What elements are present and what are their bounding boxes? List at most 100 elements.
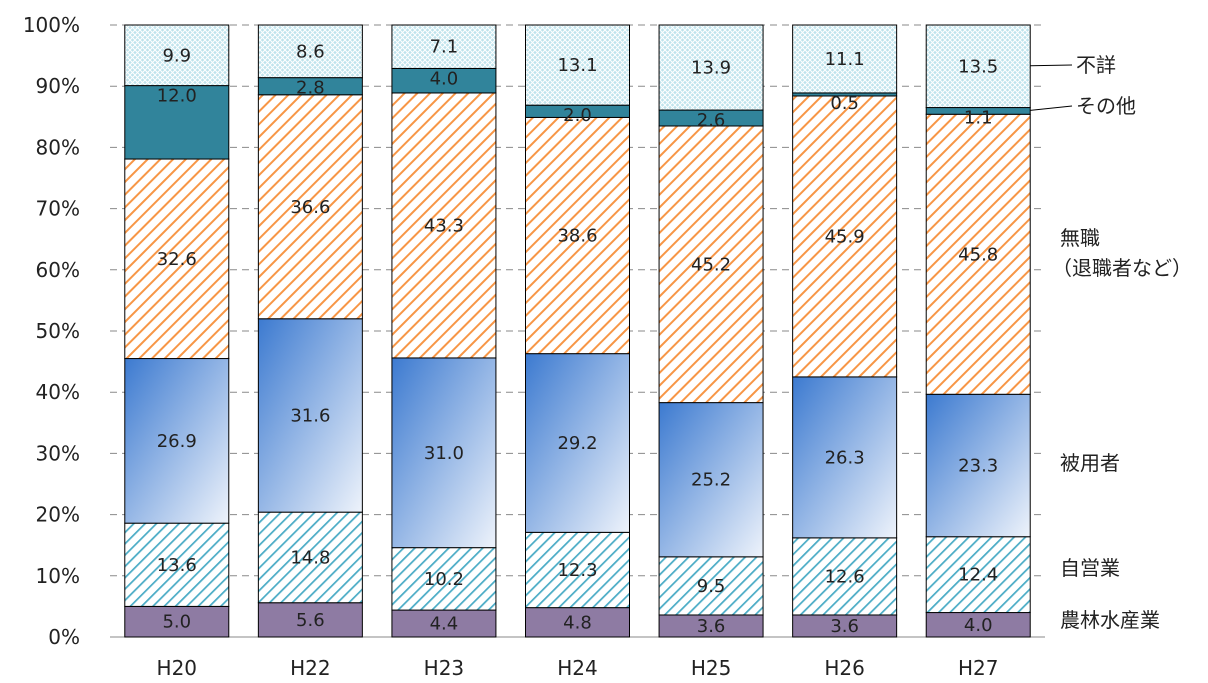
y-tick-label: 70% bbox=[36, 197, 80, 221]
bar-segment bbox=[658, 24, 764, 111]
bar-segment bbox=[658, 402, 764, 558]
data-label: 11.1 bbox=[825, 49, 865, 70]
bar-segment bbox=[925, 113, 1031, 395]
bar-segment bbox=[124, 24, 230, 87]
legend-leader-line bbox=[1030, 105, 1073, 111]
bar-segment bbox=[124, 358, 230, 524]
y-tick-label: 40% bbox=[36, 380, 80, 404]
data-label: 31.0 bbox=[424, 443, 464, 464]
bar-segment bbox=[391, 547, 497, 611]
bar-segment bbox=[124, 158, 230, 360]
y-tick-label: 30% bbox=[36, 441, 80, 465]
bar-segment bbox=[658, 125, 764, 404]
data-label: 4.0 bbox=[430, 68, 459, 89]
bar-segment bbox=[925, 393, 1031, 538]
data-labels: 5.0 13.6 26.9 32.6 12.0 9.9 5.6 14.8 31.6 36.6 2.8… bbox=[157, 37, 999, 637]
data-label: 36.6 bbox=[290, 197, 330, 218]
bar-segment bbox=[124, 85, 230, 160]
legend-label: 農林水産業 bbox=[1060, 608, 1160, 632]
data-label: 3.6 bbox=[830, 616, 859, 637]
bar-segment bbox=[257, 318, 363, 513]
data-label: 0.5 bbox=[830, 93, 859, 114]
data-label: 23.3 bbox=[958, 456, 998, 477]
data-label: 12.3 bbox=[557, 560, 597, 581]
legend-label: 自営業 bbox=[1060, 556, 1120, 580]
data-label: 26.9 bbox=[157, 431, 197, 452]
bar-segment bbox=[257, 24, 363, 79]
bar-segment bbox=[792, 24, 898, 94]
data-label: 26.3 bbox=[825, 447, 865, 468]
bar-segment bbox=[525, 531, 630, 609]
data-label: 12.0 bbox=[157, 86, 197, 107]
data-label: 29.2 bbox=[557, 433, 597, 454]
bar-segment bbox=[925, 536, 1031, 614]
x-tick-label: H20 bbox=[157, 656, 198, 680]
bar-segment bbox=[792, 95, 898, 378]
bars bbox=[124, 24, 1031, 638]
bar-segment bbox=[525, 116, 630, 355]
legend-label: （退職者など） bbox=[1052, 256, 1192, 280]
bar-segment bbox=[925, 24, 1031, 109]
data-label: 1.1 bbox=[964, 108, 993, 129]
data-label: 13.6 bbox=[157, 555, 197, 576]
bar-segment bbox=[525, 607, 630, 638]
data-label: 12.6 bbox=[825, 566, 865, 587]
bar-segment bbox=[257, 94, 363, 320]
bar-segment bbox=[391, 67, 497, 94]
bar-segment bbox=[391, 609, 497, 638]
x-tick-label: H23 bbox=[424, 656, 465, 680]
data-label: 4.8 bbox=[563, 612, 592, 633]
data-label: 45.8 bbox=[958, 244, 998, 265]
y-tick-label: 80% bbox=[36, 135, 80, 159]
data-label: 12.4 bbox=[958, 565, 998, 586]
data-label: 25.2 bbox=[691, 470, 731, 491]
data-label: 8.6 bbox=[296, 41, 325, 62]
data-label: 9.5 bbox=[697, 576, 726, 597]
x-tick-label: H27 bbox=[958, 656, 999, 680]
y-tick-label: 0% bbox=[48, 625, 80, 649]
bar-segment bbox=[391, 92, 497, 359]
bar-segment bbox=[257, 511, 363, 604]
data-label: 32.6 bbox=[157, 249, 197, 270]
legend-leader-line bbox=[1030, 64, 1073, 67]
bar-segment bbox=[391, 24, 497, 69]
bar-segment bbox=[124, 522, 230, 607]
data-label: 13.5 bbox=[958, 56, 998, 77]
data-label: 2.6 bbox=[697, 110, 726, 131]
data-label: 45.2 bbox=[691, 254, 731, 275]
data-label: 10.2 bbox=[424, 569, 464, 590]
data-label: 4.4 bbox=[430, 614, 459, 635]
y-axis: 0% 10% 20% 30% 40% 50% 60% 70% 80% 90% 100% bbox=[23, 13, 80, 649]
data-label: 13.9 bbox=[691, 58, 731, 79]
x-tick-label: H24 bbox=[557, 656, 598, 680]
y-tick-label: 20% bbox=[36, 503, 80, 527]
data-label: 2.8 bbox=[296, 78, 325, 99]
bar-segment bbox=[792, 376, 898, 539]
y-tick-label: 90% bbox=[36, 74, 80, 98]
y-tick-label: 100% bbox=[23, 13, 80, 37]
bar-segment bbox=[925, 612, 1031, 638]
data-label: 5.0 bbox=[162, 612, 191, 633]
data-label: 5.6 bbox=[296, 610, 325, 631]
y-tick-label: 50% bbox=[36, 319, 80, 343]
x-axis: H20 H22 H23 H24 H25 H26 H27 bbox=[157, 656, 999, 680]
bar-segment bbox=[124, 605, 230, 638]
legend-label: その他 bbox=[1076, 94, 1136, 118]
data-label: 13.1 bbox=[557, 55, 597, 76]
legend-label: 不詳 bbox=[1076, 53, 1116, 77]
data-label: 7.1 bbox=[430, 37, 459, 58]
data-label: 43.3 bbox=[424, 215, 464, 236]
legend: 農林水産業 自営業 被用者 無職 （退職者など） その他 不詳 bbox=[1030, 53, 1192, 632]
x-tick-label: H22 bbox=[290, 656, 331, 680]
legend-label: 無職 bbox=[1060, 226, 1100, 250]
y-tick-label: 60% bbox=[36, 258, 80, 282]
bar-segment bbox=[391, 357, 497, 549]
data-label: 2.0 bbox=[563, 105, 592, 126]
data-label: 9.9 bbox=[162, 45, 191, 66]
data-label: 4.0 bbox=[964, 615, 993, 636]
x-tick-label: H25 bbox=[691, 656, 732, 680]
legend-label: 被用者 bbox=[1060, 451, 1120, 475]
bar-segment bbox=[525, 353, 630, 533]
data-label: 14.8 bbox=[290, 547, 330, 568]
data-label: 31.6 bbox=[290, 405, 330, 426]
